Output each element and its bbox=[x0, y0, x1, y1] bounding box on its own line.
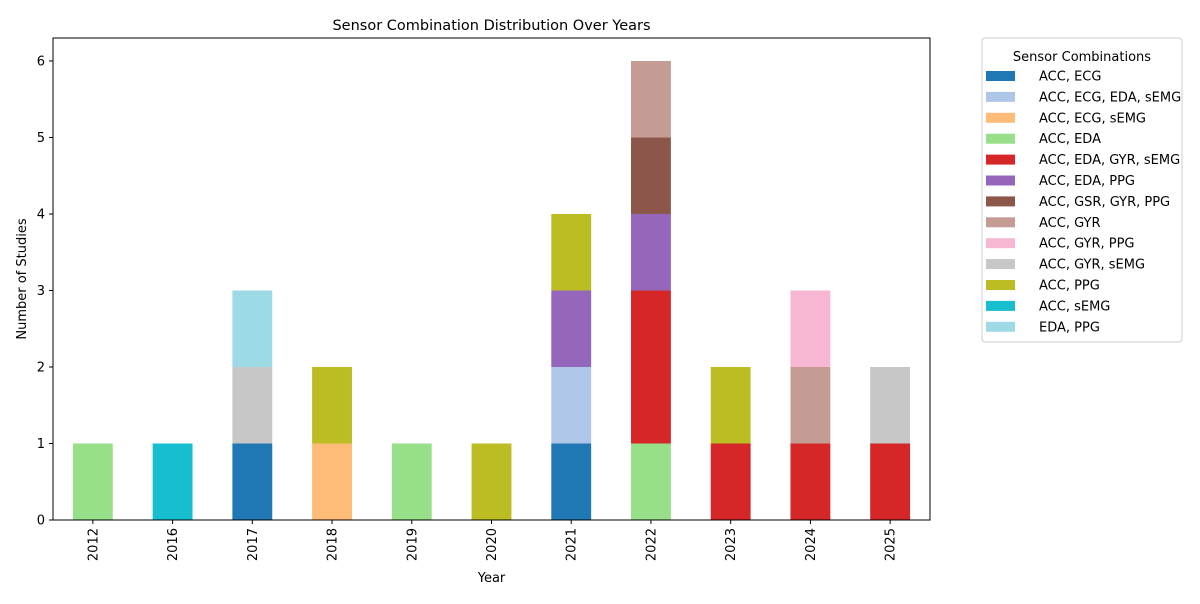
y-tick-label: 2 bbox=[37, 360, 45, 375]
legend-title: Sensor Combinations bbox=[1013, 50, 1151, 65]
bar-segment bbox=[790, 366, 831, 444]
y-tick-label: 6 bbox=[37, 54, 45, 69]
legend-label: ACC, EDA bbox=[1039, 132, 1101, 147]
bar-segment bbox=[631, 290, 671, 444]
y-tick-label: 4 bbox=[37, 207, 45, 222]
bar-segment bbox=[790, 290, 831, 367]
axes-layer: 0 1 2 3 4 5 6 2012 2016 2017 2018 2019 2020 2021 2022 2… bbox=[37, 37, 931, 561]
bar-segment bbox=[312, 366, 352, 444]
legend-swatch bbox=[986, 112, 1015, 123]
bar-segment bbox=[790, 443, 831, 520]
bar-segment bbox=[152, 443, 193, 520]
legend-swatch bbox=[986, 280, 1015, 290]
x-tick-label: 2018 bbox=[326, 528, 341, 561]
bar-segment bbox=[551, 366, 592, 444]
bar-segment bbox=[232, 290, 273, 367]
bar-segment bbox=[710, 366, 751, 444]
legend-swatch bbox=[986, 71, 1015, 81]
legend-swatch bbox=[986, 217, 1015, 228]
bar-segment bbox=[232, 366, 273, 444]
bar-segment bbox=[870, 443, 911, 520]
legend-label: ACC, EDA, GYR, sEMG bbox=[1039, 153, 1180, 168]
bar-segment bbox=[551, 443, 592, 520]
legend-swatch bbox=[986, 154, 1015, 165]
bar-segment bbox=[551, 213, 592, 291]
legend-swatch bbox=[986, 175, 1015, 186]
legend-label: ACC, ECG, EDA, sEMG bbox=[1039, 90, 1181, 105]
legend-label: ACC, GYR, PPG bbox=[1039, 237, 1135, 252]
x-tick-label: 2017 bbox=[246, 528, 261, 561]
bar-segment bbox=[391, 443, 432, 520]
bar-segment bbox=[710, 443, 751, 520]
y-axis-label: Number of Studies bbox=[15, 218, 30, 339]
x-tick-label: 2020 bbox=[485, 528, 500, 561]
legend-label: ACC, sEMG bbox=[1039, 299, 1110, 314]
chart-title: Sensor Combination Distribution Over Yea… bbox=[332, 18, 650, 34]
legend-label: ACC, PPG bbox=[1039, 279, 1100, 294]
bar-segment bbox=[232, 443, 273, 520]
legend-swatch bbox=[986, 133, 1015, 144]
x-tick-label: 2021 bbox=[565, 528, 580, 561]
x-tick-label: 2019 bbox=[405, 528, 420, 561]
x-tick-label: 2022 bbox=[644, 528, 659, 561]
x-tick-label: 2023 bbox=[724, 528, 739, 561]
bar-segment bbox=[551, 290, 592, 367]
legend-swatch bbox=[986, 196, 1015, 207]
bar-segment bbox=[631, 213, 671, 291]
x-axis-label: Year bbox=[477, 571, 506, 586]
legend-swatch bbox=[986, 321, 1015, 332]
bar-segment bbox=[870, 366, 911, 444]
bar-segment bbox=[631, 137, 671, 214]
legend-label: ACC, ECG, sEMG bbox=[1039, 111, 1146, 126]
legend-label: ACC, GYR, sEMG bbox=[1039, 258, 1145, 273]
bar-segment bbox=[471, 443, 512, 520]
legend-label: ACC, GSR, GYR, PPG bbox=[1039, 195, 1170, 210]
y-tick-label: 5 bbox=[37, 131, 45, 146]
bars-layer bbox=[72, 60, 911, 520]
x-tick-label: 2012 bbox=[86, 528, 101, 561]
bar-segment bbox=[631, 443, 671, 520]
legend-label: ACC, GYR bbox=[1039, 216, 1100, 231]
legend-label: EDA, PPG bbox=[1039, 320, 1100, 335]
legend-swatch bbox=[986, 300, 1015, 311]
legend: Sensor Combinations ACC, ECG ACC, ECG, ED… bbox=[981, 37, 1183, 343]
y-tick-label: 0 bbox=[37, 514, 45, 529]
x-tick-label: 2025 bbox=[884, 528, 899, 561]
bar-segment bbox=[72, 443, 113, 520]
x-tick-label: 2024 bbox=[804, 528, 819, 561]
legend-items: ACC, ECG ACC, ECG, EDA, sEMG ACC, ECG, sEM… bbox=[986, 70, 1181, 335]
legend-swatch bbox=[986, 238, 1015, 249]
legend-label: ACC, EDA, PPG bbox=[1039, 174, 1135, 189]
y-tick-label: 3 bbox=[37, 284, 45, 299]
x-tick-label: 2016 bbox=[166, 528, 181, 561]
legend-swatch bbox=[986, 259, 1015, 270]
legend-swatch bbox=[986, 91, 1015, 102]
y-tick-label: 1 bbox=[37, 437, 45, 452]
legend-frame bbox=[981, 37, 1183, 343]
bar-segment bbox=[312, 443, 352, 520]
bar-segment bbox=[631, 60, 671, 138]
legend-label: ACC, ECG bbox=[1039, 70, 1101, 85]
